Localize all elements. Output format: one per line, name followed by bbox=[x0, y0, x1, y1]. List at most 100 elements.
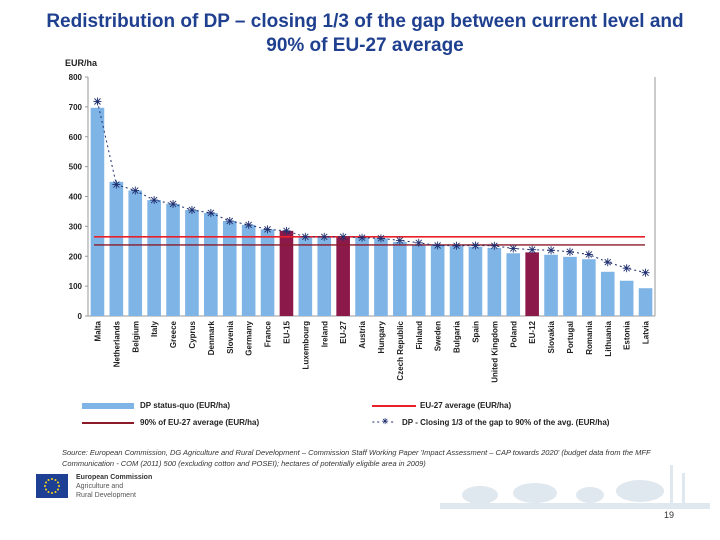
reference-lines bbox=[94, 236, 645, 246]
closing-gap-marker bbox=[641, 268, 650, 277]
bar-slovenia bbox=[222, 220, 237, 316]
source-note: Source: European Commission, DG Agricult… bbox=[62, 448, 651, 468]
bar-romania bbox=[582, 259, 596, 316]
bar-chart: 0 100 200 300 400 500 600 700 800 Malta Netherlan… bbox=[69, 73, 656, 383]
x-tick-label: Luxembourg bbox=[301, 321, 310, 370]
closing-gap-marker bbox=[320, 232, 329, 241]
legend-label-closing: DP - Closing 1/3 of the gap to 90% of th… bbox=[402, 418, 610, 427]
closing-gap-marker bbox=[603, 258, 612, 267]
page-number: 19 bbox=[664, 510, 675, 520]
closing-gap-marker bbox=[471, 241, 480, 250]
closing-gap-marker bbox=[339, 232, 348, 241]
x-tick-labels: Malta Netherlands Belgium Italy Greece Cyprus… bbox=[93, 320, 650, 382]
bar-cyprus bbox=[185, 209, 199, 316]
bar-finland bbox=[411, 244, 426, 316]
x-tick-label: France bbox=[264, 320, 273, 347]
closing-gap-marker bbox=[358, 233, 367, 242]
y-tick-label: 0 bbox=[78, 312, 83, 321]
closing-gap-marker bbox=[528, 245, 537, 254]
x-tick-label: Netherlands bbox=[112, 320, 121, 367]
bar-poland bbox=[506, 253, 521, 316]
bar-bulgaria bbox=[449, 246, 464, 316]
closing-gap-marker bbox=[244, 220, 253, 229]
org-line-2: Agriculture and bbox=[76, 483, 124, 490]
bar-eu-27 bbox=[336, 236, 350, 316]
closing-gap-marker bbox=[452, 241, 461, 250]
farm-animals-decoration bbox=[440, 465, 710, 509]
x-tick-label: Denmark bbox=[207, 320, 216, 355]
x-tick-label: Sweden bbox=[434, 321, 443, 351]
x-tick-label: Czech Republic bbox=[396, 320, 405, 380]
closing-gap-markers bbox=[93, 97, 650, 277]
eu-organisation-text: European Commission Agriculture and Rura… bbox=[76, 473, 152, 500]
bar-belgium bbox=[128, 190, 143, 316]
closing-gap-marker bbox=[509, 244, 518, 253]
bar-luxembourg bbox=[298, 236, 313, 316]
bar-denmark bbox=[204, 212, 218, 316]
bar-greece bbox=[166, 203, 180, 316]
x-tick-label: Romania bbox=[585, 320, 594, 354]
y-tick-label: 300 bbox=[69, 222, 83, 231]
x-tick-label: Slovakia bbox=[547, 320, 556, 353]
closing-gap-marker bbox=[565, 247, 574, 256]
bar-austria bbox=[355, 237, 369, 316]
y-axis-unit: EUR/ha bbox=[65, 58, 98, 68]
closing-gap-marker bbox=[187, 205, 196, 214]
legend-swatch-bars bbox=[82, 403, 134, 409]
bar-portugal bbox=[563, 256, 577, 316]
x-tick-label: Bulgaria bbox=[453, 320, 462, 353]
x-tick-label: Greece bbox=[169, 320, 178, 348]
closing-gap-marker bbox=[131, 186, 140, 195]
x-tick-label: Poland bbox=[509, 321, 518, 348]
bar-eu-15 bbox=[279, 230, 294, 316]
bar-latvia bbox=[638, 288, 653, 316]
x-tick-label: Spain bbox=[471, 321, 480, 343]
org-line-1: European Commission bbox=[76, 474, 153, 481]
x-tick-label: EU-27 bbox=[339, 320, 348, 343]
x-tick-label: Cyprus bbox=[188, 320, 197, 348]
closing-gap-marker bbox=[622, 264, 631, 273]
x-tick-label: Lithuania bbox=[604, 320, 613, 356]
org-line-3: Rural Development bbox=[76, 492, 136, 499]
x-tick-label: Italy bbox=[150, 320, 159, 337]
y-tick-label: 800 bbox=[69, 73, 83, 82]
chart-bars bbox=[90, 107, 653, 317]
closing-gap-dashed-line bbox=[96, 101, 646, 274]
x-tick-label: United Kingdom bbox=[490, 321, 499, 383]
x-tick-label: Ireland bbox=[320, 321, 329, 347]
x-tick-label: EU-15 bbox=[282, 320, 291, 343]
slide-title: Redistribution of DP – closing 1/3 of th… bbox=[46, 11, 684, 56]
y-tick-label: 700 bbox=[69, 103, 83, 112]
legend-label-90pct: 90% of EU-27 average (EUR/ha) bbox=[140, 418, 260, 427]
closing-gap-marker bbox=[263, 225, 272, 234]
closing-gap-marker bbox=[282, 226, 291, 235]
closing-gap-marker bbox=[206, 208, 215, 217]
closing-gap-marker bbox=[93, 97, 102, 106]
bar-france bbox=[260, 229, 275, 316]
closing-gap-marker bbox=[169, 199, 178, 208]
x-tick-label: Estonia bbox=[623, 320, 632, 349]
bar-estonia bbox=[619, 280, 634, 316]
bar-germany bbox=[241, 224, 256, 316]
bar-ireland bbox=[317, 236, 332, 316]
closing-gap-marker bbox=[414, 238, 423, 247]
bar-czech-republic bbox=[393, 241, 407, 316]
y-tick-label: 400 bbox=[69, 193, 83, 202]
x-tick-label: Portugal bbox=[566, 321, 575, 353]
bar-united-kingdom bbox=[487, 247, 502, 316]
closing-gap-marker bbox=[584, 250, 593, 259]
closing-gap-marker bbox=[301, 232, 310, 241]
x-tick-label: Germany bbox=[245, 320, 254, 355]
x-tick-label: Slovenia bbox=[226, 320, 235, 353]
bar-malta bbox=[90, 107, 105, 317]
x-tick-label: Latvia bbox=[642, 320, 651, 344]
closing-gap-marker bbox=[376, 234, 385, 243]
closing-gap-marker bbox=[225, 216, 234, 225]
bar-eu-12 bbox=[525, 252, 539, 316]
eu-flag-logo bbox=[36, 474, 68, 498]
closing-gap-marker bbox=[547, 246, 556, 255]
bar-hungary bbox=[374, 238, 388, 316]
closing-gap-marker bbox=[490, 241, 499, 250]
bar-lithuania bbox=[600, 271, 615, 316]
x-tick-label: EU-12 bbox=[528, 320, 537, 343]
